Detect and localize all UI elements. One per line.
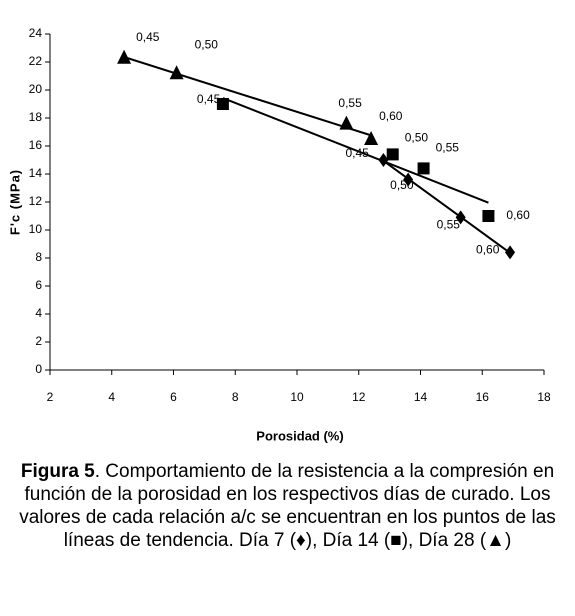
trend-line bbox=[123, 56, 372, 137]
caption-label: Figura 5 bbox=[20, 461, 95, 482]
point-label: 0,60 bbox=[476, 243, 500, 257]
x-tick-label: 6 bbox=[170, 390, 177, 404]
point-label: 0,45 bbox=[136, 30, 160, 44]
square-marker bbox=[386, 148, 399, 161]
y-axis-title: F'c (MPa) bbox=[7, 169, 22, 235]
point-label: 0,50 bbox=[405, 131, 429, 145]
diamond-marker bbox=[505, 245, 516, 260]
square-marker bbox=[482, 210, 495, 222]
x-tick-label: 10 bbox=[290, 390, 304, 404]
square-marker bbox=[417, 162, 430, 175]
diamond-marker bbox=[403, 172, 414, 187]
x-tick-label: 2 bbox=[47, 390, 54, 404]
x-tick-label: 14 bbox=[414, 390, 428, 404]
y-tick-label: 22 bbox=[29, 54, 43, 68]
point-label: 0,55 bbox=[437, 218, 461, 232]
y-tick-label: 20 bbox=[29, 82, 43, 96]
y-tick-label: 16 bbox=[29, 138, 43, 152]
x-axis-title: Porosidad (%) bbox=[256, 428, 343, 443]
square-marker bbox=[216, 98, 229, 110]
y-tick-label: 10 bbox=[29, 222, 43, 236]
point-label: 0,60 bbox=[379, 109, 403, 123]
x-tick-label: 12 bbox=[352, 390, 366, 404]
diamond-marker bbox=[455, 210, 466, 225]
point-label: 0,50 bbox=[390, 178, 414, 192]
x-tick-label: 4 bbox=[108, 390, 115, 404]
trend-line bbox=[222, 97, 489, 204]
y-tick-label: 18 bbox=[29, 110, 43, 124]
y-tick-label: 2 bbox=[35, 334, 42, 348]
trend-line bbox=[382, 160, 511, 254]
y-tick-label: 12 bbox=[29, 194, 43, 208]
caption: Figura 5. Comportamiento de la resistenc… bbox=[0, 460, 575, 552]
y-tick-label: 24 bbox=[29, 26, 43, 40]
point-label: 0,55 bbox=[338, 96, 362, 110]
point-label: 0,60 bbox=[506, 208, 530, 222]
x-tick-label: 16 bbox=[476, 390, 490, 404]
y-tick-label: 8 bbox=[35, 250, 42, 264]
point-label: 0,50 bbox=[195, 37, 219, 51]
y-tick-label: 0 bbox=[35, 362, 42, 376]
y-tick-label: 4 bbox=[35, 306, 42, 320]
y-tick-label: 6 bbox=[35, 278, 42, 292]
triangle-marker bbox=[169, 65, 184, 80]
diamond-marker bbox=[378, 153, 389, 167]
triangle-marker bbox=[117, 49, 132, 64]
chart: Porosidad (%) F'c (MPa) 0246810121416182… bbox=[7, 26, 551, 443]
point-label: 0,45 bbox=[345, 146, 369, 160]
point-label: 0,55 bbox=[436, 141, 460, 155]
triangle-marker bbox=[364, 131, 379, 145]
x-tick-label: 8 bbox=[232, 390, 239, 404]
caption-text: . Comportamiento de la resistencia a la … bbox=[19, 461, 556, 551]
point-label: 0,45 bbox=[197, 92, 221, 106]
triangle-marker bbox=[339, 115, 354, 130]
x-tick-label: 18 bbox=[537, 390, 551, 404]
y-tick-label: 14 bbox=[29, 166, 43, 180]
